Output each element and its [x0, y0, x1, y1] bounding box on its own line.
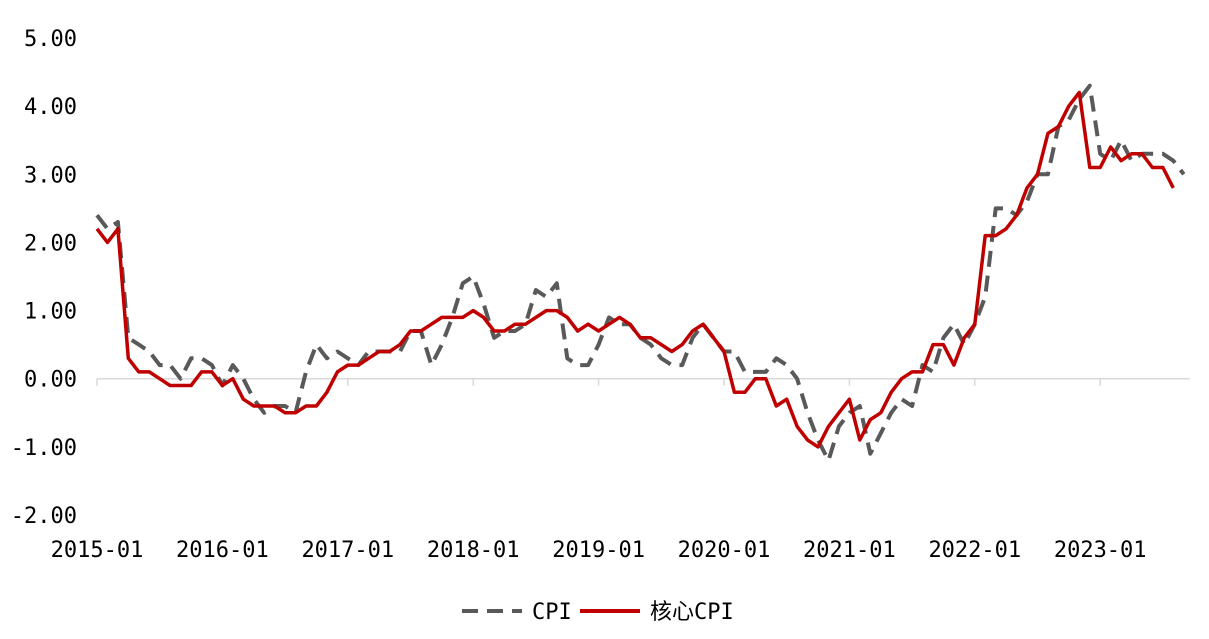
x-tick-label: 2020-01	[678, 538, 771, 563]
x-tick-label: 2018-01	[427, 538, 520, 563]
y-tick-label: 2.00	[24, 231, 77, 256]
axes: 5.00 4.00 3.00 2.00 1.00 0.00 -1.00 -2.00 2015-0…	[11, 27, 1190, 563]
x-tick-label: 2016-01	[176, 538, 269, 563]
x-tick-label: 2021-01	[803, 538, 896, 563]
x-tick-label: 2019-01	[552, 538, 645, 563]
legend: CPI 核心CPI	[462, 600, 734, 625]
y-tick-label: 0.00	[24, 368, 77, 393]
series-lines	[95, 83, 1186, 463]
x-tick-label: 2017-01	[301, 538, 394, 563]
y-tick-label: 5.00	[24, 27, 77, 52]
x-tick-label: 2015-01	[51, 538, 144, 563]
y-tick-label: -1.00	[11, 436, 77, 461]
y-tick-label: 4.00	[24, 95, 77, 120]
y-tick-label: -2.00	[11, 504, 77, 529]
y-tick-label: 3.00	[24, 163, 77, 188]
x-tick-label: 2023-01	[1054, 538, 1147, 563]
x-tick-label: 2022-01	[928, 538, 1021, 563]
core-cpi-series-line	[95, 90, 1175, 449]
y-tick-label: 1.00	[24, 300, 77, 325]
legend-label: CPI	[532, 600, 572, 625]
legend-label: 核心CPI	[650, 600, 734, 625]
